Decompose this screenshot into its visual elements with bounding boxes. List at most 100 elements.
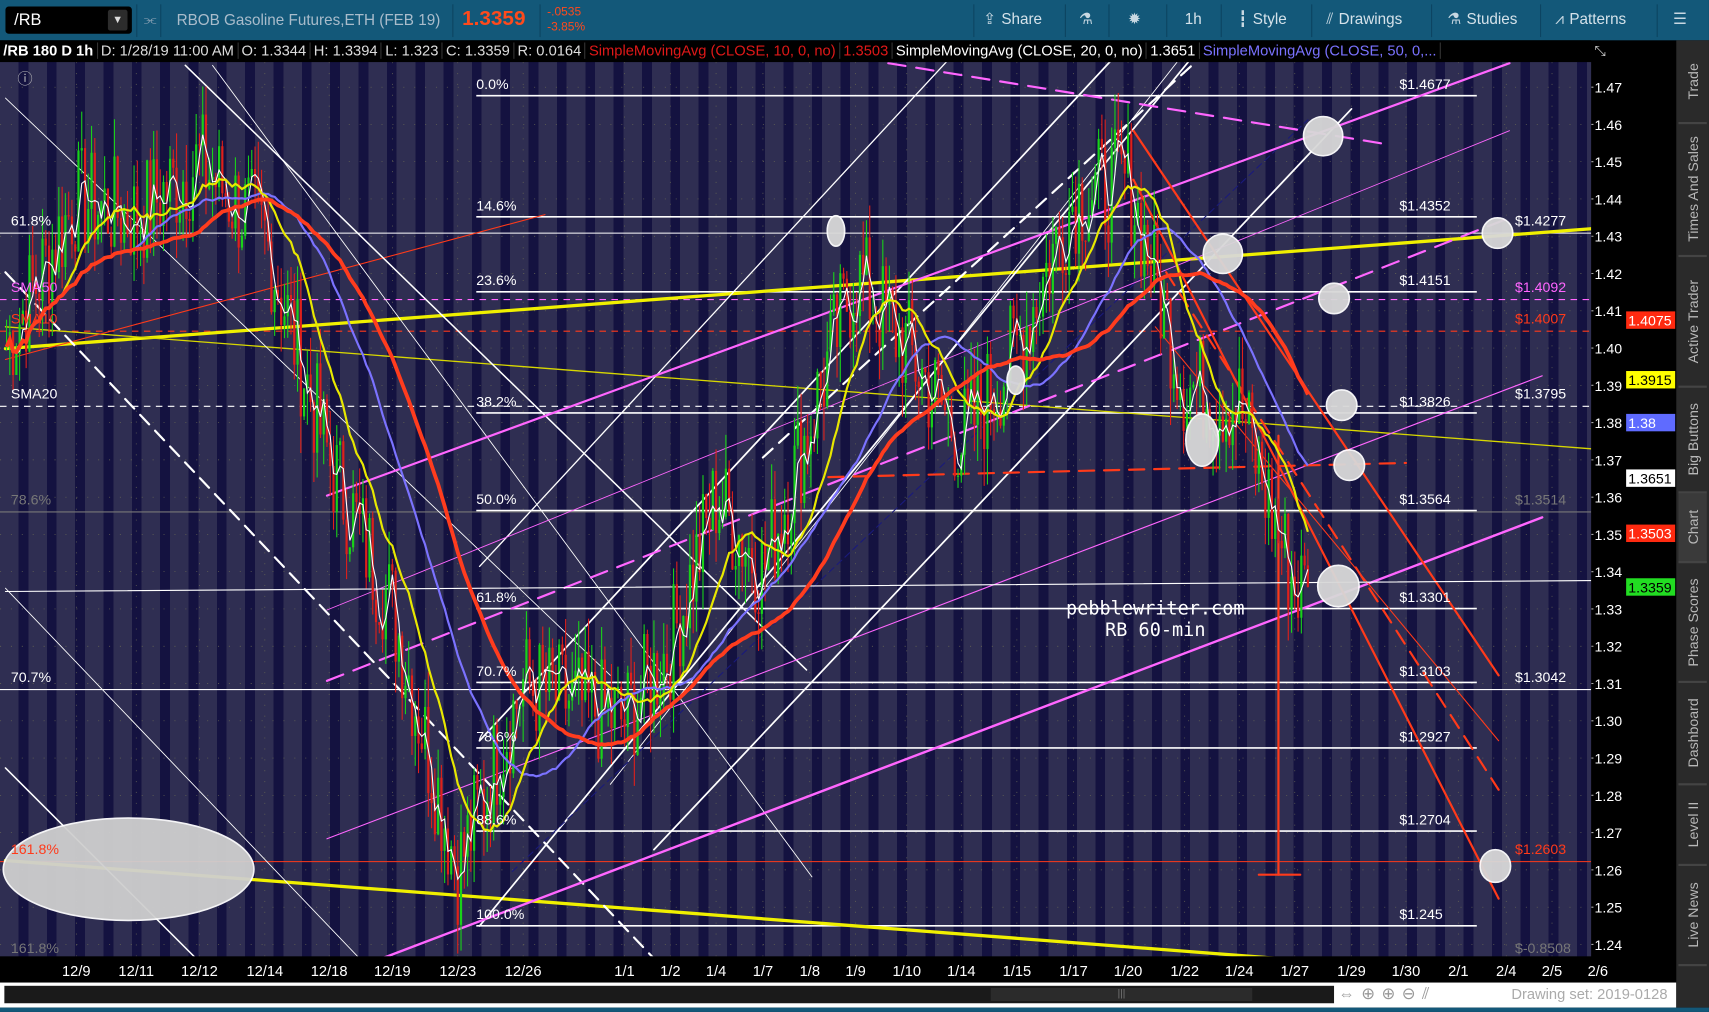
candle: [77, 150, 80, 252]
candle: [293, 300, 296, 365]
candle: [1087, 215, 1090, 241]
sma20-label[interactable]: SimpleMovingAvg (CLOSE, 20, 0, no): [892, 42, 1147, 59]
candle: [1159, 276, 1162, 339]
crosshair-icon[interactable]: ⊕: [1361, 984, 1382, 1004]
tab-phase-scores[interactable]: Phase Scores: [1678, 563, 1707, 683]
zoom-out-icon[interactable]: ⊖: [1401, 984, 1423, 1004]
candle: [1074, 206, 1077, 254]
bar-close: C: 1.3359: [442, 42, 515, 59]
candle: [100, 201, 103, 215]
candle: [1130, 134, 1133, 246]
link-icon[interactable]: ⫘: [143, 10, 157, 28]
price-axis[interactable]: 1.47 1.46 1.45 1.44 1.43 1.42 1.41 1.40 1.39 1.38…: [1591, 62, 1677, 957]
zoom-in-icon[interactable]: ⊕: [1381, 984, 1402, 1004]
candle: [1277, 509, 1280, 541]
price-chart[interactable]: 0.0% $1.4677 14.6% $1.4352 23.6% $1.4151 38.2%…: [0, 62, 1592, 957]
tab-dashboard[interactable]: Dashboard: [1678, 683, 1707, 786]
candle: [1100, 138, 1103, 148]
patterns-button[interactable]: ⩘ Patterns: [1555, 10, 1626, 29]
tab-level-ii[interactable]: Level II: [1678, 785, 1707, 866]
candle: [371, 518, 374, 600]
candle: [930, 403, 933, 428]
candle: [692, 564, 695, 602]
alert-icon[interactable]: ⓘ: [17, 71, 32, 88]
x-tick-label: 12/23: [439, 964, 476, 980]
candle: [525, 639, 528, 680]
scrollbar-thumb[interactable]: |||: [990, 987, 1253, 1002]
bar-date: D: 1/28/19 11:00 AM: [97, 42, 239, 59]
tab-chart[interactable]: Chart: [1678, 493, 1707, 564]
candle: [283, 316, 286, 325]
sma20-line: [5, 178, 1309, 833]
candle: [937, 360, 940, 375]
candle: [992, 409, 996, 415]
drawing-set[interactable]: Drawing set: 2019-0128: [1511, 985, 1668, 1003]
candle: [839, 273, 842, 348]
tab-trade[interactable]: Trade: [1678, 40, 1707, 125]
tab-live-news[interactable]: Live News: [1678, 866, 1707, 967]
studies-button[interactable]: ⚗ Studies: [1447, 10, 1517, 29]
candle: [234, 175, 237, 229]
candle: [1293, 576, 1296, 596]
menu-icon: ☰: [1672, 9, 1687, 28]
candle: [1264, 483, 1267, 518]
y-tick-label: 1.30: [1595, 714, 1623, 730]
candle: [780, 533, 783, 544]
x-tick-label: 1/22: [1170, 964, 1199, 980]
candle: [1064, 273, 1068, 275]
ellipse-marker: [2, 817, 255, 922]
candle: [705, 494, 708, 519]
style-button[interactable]: ┇ Style: [1238, 10, 1287, 29]
tab-big-buttons[interactable]: Big Buttons: [1678, 388, 1707, 494]
settings-button[interactable]: ✹: [1128, 10, 1146, 29]
symbol-selector[interactable]: /RB ▼: [5, 6, 132, 34]
candle: [322, 399, 325, 435]
x-tick-label: 2/1: [1448, 964, 1468, 980]
candle: [610, 697, 613, 729]
tab-times-and-sales[interactable]: Times And Sales: [1678, 124, 1707, 258]
drawing-tool-icon[interactable]: ⫽: [1422, 984, 1436, 1004]
candle: [904, 323, 907, 383]
studies-icon: ⚗: [1447, 9, 1462, 28]
y-tick-label: 1.38: [1595, 416, 1623, 432]
share-button[interactable]: ⇪ Share: [983, 10, 1042, 29]
candle: [554, 674, 557, 701]
candle: [665, 653, 669, 673]
time-axis[interactable]: 12/9 12/11 12/12 12/14 12/18 12/19 12/23 12/26 1…: [0, 956, 1677, 983]
y-tick-label: 1.42: [1595, 267, 1623, 283]
trend-line: [478, 62, 948, 568]
candle: [1172, 374, 1175, 389]
candle: [1225, 418, 1228, 442]
sma10-label[interactable]: SimpleMovingAvg (CLOSE, 10, 0, no): [585, 42, 841, 59]
candle: [450, 846, 453, 875]
x-tick-label: 1/8: [800, 964, 820, 980]
pan-icon[interactable]: ⇔: [1338, 984, 1362, 1004]
candle: [728, 468, 731, 511]
fib-percent-label: 61.8%: [476, 590, 517, 606]
fib-price-label: $1.3826: [1399, 394, 1450, 410]
candle: [649, 665, 652, 717]
trend-line: [184, 64, 808, 671]
collapse-icon[interactable]: ⤡: [1594, 42, 1606, 59]
chevron-down-icon[interactable]: ▼: [107, 9, 128, 31]
x-tick-label: 1/15: [1003, 964, 1032, 980]
x-tick-label: 12/14: [246, 964, 283, 980]
tab-active-trader[interactable]: Active Trader: [1678, 257, 1707, 388]
chart-plot[interactable]: 0.0% $1.4677 14.6% $1.4352 23.6% $1.4151 38.2%…: [0, 62, 1592, 957]
timeframe-button[interactable]: 1h: [1185, 10, 1202, 27]
sma50-label[interactable]: SimpleMovingAvg (CLOSE, 50, 0,...: [1199, 42, 1441, 59]
trend-line: [1154, 326, 1500, 742]
x-tick-label: 1/7: [753, 964, 773, 980]
candle: [1241, 368, 1244, 420]
bar-low: L: 1.323: [381, 42, 443, 59]
candle: [195, 144, 198, 178]
candle: [600, 659, 603, 759]
drawings-button[interactable]: ⫽ Drawings: [1326, 10, 1402, 29]
candle: [773, 499, 777, 578]
candle: [852, 312, 855, 338]
menu-button[interactable]: ☰: [1673, 10, 1692, 29]
candle: [64, 215, 67, 268]
candle: [21, 310, 24, 325]
horizontal-scrollbar[interactable]: |||: [4, 985, 1335, 1004]
flask-button[interactable]: ⚗: [1079, 10, 1098, 29]
